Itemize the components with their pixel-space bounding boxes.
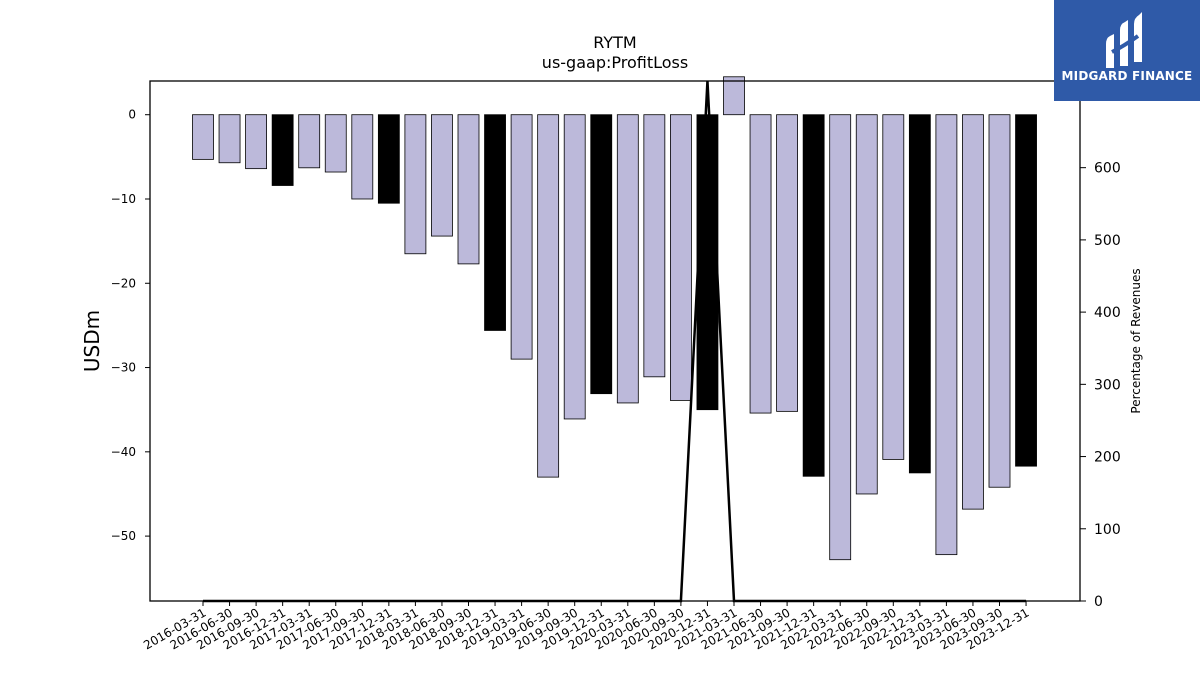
bar-2018-12-31: [484, 114, 506, 331]
bar-2023-06-30: [962, 114, 984, 510]
bar-2021-12-31: [802, 114, 825, 477]
bar-2022-12-31: [908, 114, 931, 474]
bar-2019-06-30: [537, 114, 560, 478]
bar-2017-06-30: [324, 114, 347, 173]
y-axis-label: USDm: [80, 310, 104, 372]
y2-tick-label: 300: [1094, 377, 1121, 393]
bar-2017-12-31: [377, 114, 400, 204]
bar-2021-06-30: [749, 114, 772, 414]
chart-title: RYTM: [593, 33, 636, 52]
bar-2022-06-30: [855, 114, 878, 495]
midgard-m-logo-icon: [1106, 12, 1142, 68]
bar-2018-09-30: [457, 114, 480, 265]
y-tick-label: −30: [111, 361, 136, 375]
bar-2018-06-30: [431, 114, 453, 237]
y2-tick-label: 200: [1094, 450, 1121, 466]
y-tick-label: −50: [111, 529, 136, 543]
plot-frame: [149, 80, 1081, 602]
bar-2019-12-31: [590, 114, 613, 395]
y2-tick-label: 0: [1094, 594, 1103, 610]
logo-text: MIDGARD FINANCE: [1061, 69, 1193, 83]
bar-2022-09-30: [882, 114, 905, 460]
bar-2017-03-31: [298, 114, 321, 169]
bar-2016-12-31: [271, 114, 294, 186]
y-tick-label: 0: [128, 108, 136, 122]
bar-2023-09-30: [988, 114, 1011, 488]
bar-2020-06-30: [643, 114, 666, 378]
bar-2023-12-31: [1015, 114, 1037, 467]
chart-subtitle: us-gaap:ProfitLoss: [542, 53, 688, 72]
y2-axis-label: Percentage of Revenues: [1129, 268, 1143, 413]
bars-group: [192, 76, 1037, 561]
bar-2020-03-31: [616, 114, 639, 404]
y-tick-label: −20: [111, 276, 136, 290]
bar-2019-09-30: [563, 114, 586, 420]
y-tick-label: −40: [111, 445, 136, 459]
y-ticks-group: 0 −10 −20 −30 −40 −50: [111, 108, 150, 543]
y2-tick-label: 400: [1094, 305, 1121, 321]
bar-2019-03-31: [510, 114, 533, 360]
bar-2020-12-31: [696, 114, 719, 411]
bar-2022-03-31: [829, 114, 852, 561]
bar-2023-03-31: [935, 114, 958, 556]
y-tick-label: −10: [111, 192, 136, 206]
y2-tick-label: 100: [1094, 522, 1121, 538]
y2-tick-label: 600: [1094, 161, 1121, 177]
bar-2021-03-31: [723, 76, 745, 116]
bar-2017-09-30: [351, 114, 374, 200]
x-ticks-group: 2016-03-312016-06-302016-09-302016-12-31…: [141, 601, 1032, 652]
y2-ticks-group: 0 100 200 300 400 500 600: [1080, 161, 1121, 610]
y2-tick-label: 500: [1094, 233, 1121, 249]
bar-2021-09-30: [776, 114, 798, 412]
midgard-finance-logo: MIDGARD FINANCE: [1054, 0, 1200, 101]
bar-2020-09-30: [670, 114, 692, 401]
bar-2016-09-30: [245, 114, 268, 170]
bar-2016-06-30: [218, 114, 241, 164]
bar-2018-03-31: [404, 114, 427, 255]
bar-2016-03-31: [192, 114, 214, 160]
